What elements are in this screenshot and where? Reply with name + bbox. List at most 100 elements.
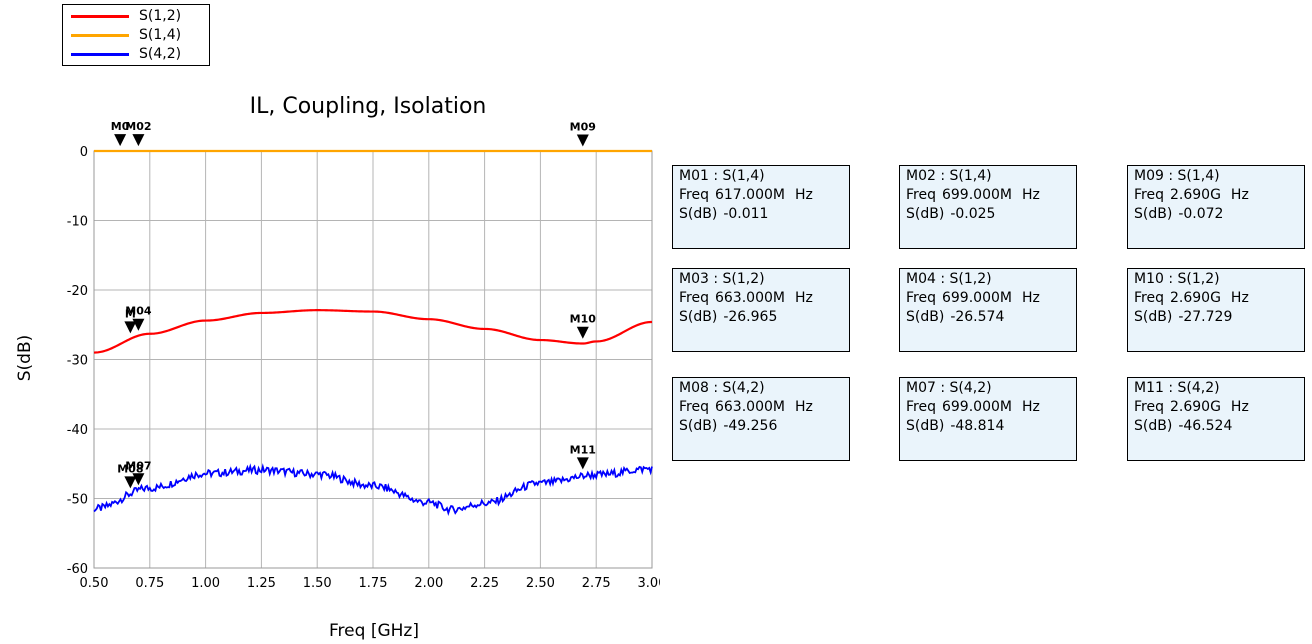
legend-swatch <box>71 53 129 56</box>
freq-value: 699.000M <box>941 187 1012 203</box>
x-axis-label: Freq [GHz] <box>329 621 419 641</box>
legend-label: S(1,2) <box>139 8 182 24</box>
marker-label-m04: M04 <box>125 305 152 318</box>
y-tick-label: -20 <box>67 284 88 299</box>
freq-unit: Hz <box>1230 187 1249 203</box>
marker-title: M01 : S(1,4) <box>679 168 765 184</box>
s-value: -48.814 <box>950 418 1005 434</box>
marker-box-m11: M11 : S(4,2) Freq 2.690G Hz S(dB) -46.524 <box>1127 377 1305 461</box>
y-tick-label: -50 <box>67 493 88 508</box>
s-label: S(dB) <box>679 418 718 434</box>
chart-title: IL, Coupling, Isolation <box>250 94 487 119</box>
x-tick-label: 1.75 <box>359 576 388 591</box>
marker-triangle-m01 <box>114 134 127 147</box>
freq-label: Freq <box>679 187 709 203</box>
x-tick-label: 2.75 <box>582 576 611 591</box>
x-tick-label: 2.50 <box>526 576 555 591</box>
x-tick-label: 1.25 <box>247 576 276 591</box>
marker-label-m11: M11 <box>570 443 596 456</box>
marker-box-m08: M08 : S(4,2) Freq 663.000M Hz S(dB) -49.256 <box>672 377 850 461</box>
freq-label: Freq <box>1134 290 1164 306</box>
marker-triangle-m03 <box>124 321 137 334</box>
marker-box-m02: M02 : S(1,4) Freq 699.000M Hz S(dB) -0.025 <box>899 165 1077 249</box>
marker-box-m10: M10 : S(1,2) Freq 2.690G Hz S(dB) -27.729 <box>1127 268 1305 352</box>
legend: S(1,2) S(1,4) S(4,2) <box>62 4 210 66</box>
freq-value: 663.000M <box>714 399 785 415</box>
freq-value: 2.690G <box>1169 399 1221 415</box>
x-tick-label: 3.00 <box>638 576 660 591</box>
series-lines <box>93 149 653 516</box>
freq-value: 2.690G <box>1169 290 1221 306</box>
x-tick-label: 1.00 <box>191 576 220 591</box>
y-axis-label: S(dB) <box>15 335 35 382</box>
marker-label-m10: M10 <box>570 313 597 326</box>
freq-value: 699.000M <box>941 290 1012 306</box>
axes: 0.50 0.75 1.00 1.25 1.50 1.75 2.00 2.25 2.50 2.75… <box>67 145 660 591</box>
marker-triangle-m07 <box>132 473 145 486</box>
s-label: S(dB) <box>679 309 718 325</box>
marker-label-m01: M0 <box>111 120 130 133</box>
marker-title: M04 : S(1,2) <box>906 271 992 287</box>
freq-unit: Hz <box>794 187 813 203</box>
s-label: S(dB) <box>1134 418 1173 434</box>
marker-title: M07 : S(4,2) <box>906 380 992 396</box>
x-tick-label: 2.25 <box>470 576 499 591</box>
freq-value: 663.000M <box>714 290 785 306</box>
marker-label-m02: M02 <box>125 120 151 133</box>
freq-label: Freq <box>906 187 936 203</box>
y-tick-label: -40 <box>67 423 88 438</box>
x-tick-label: 2.00 <box>414 576 443 591</box>
marker-label-m03: M <box>125 307 136 320</box>
freq-label: Freq <box>1134 399 1164 415</box>
s-label: S(dB) <box>1134 309 1173 325</box>
legend-label: S(4,2) <box>139 46 182 62</box>
s-value: -0.025 <box>950 206 996 222</box>
chart-area: 0.50 0.75 1.00 1.25 1.50 1.75 2.00 2.25 2.50 2.75… <box>15 94 660 641</box>
series-line-42 <box>93 463 653 516</box>
s-label: S(dB) <box>906 309 945 325</box>
freq-unit: Hz <box>1021 187 1040 203</box>
freq-value: 2.690G <box>1169 187 1221 203</box>
marker-label-m09: M09 <box>570 121 596 134</box>
marker-triangle-m09 <box>576 134 589 147</box>
s-value: -0.011 <box>723 206 769 222</box>
marker-title: M10 : S(1,2) <box>1134 271 1220 287</box>
s-value: -0.072 <box>1178 206 1224 222</box>
s-value: -49.256 <box>723 418 778 434</box>
marker-triangle-m11 <box>576 457 589 470</box>
marker-label-m08: M08 <box>117 462 143 475</box>
freq-label: Freq <box>1134 187 1164 203</box>
y-tick-label: -60 <box>67 562 88 577</box>
freq-unit: Hz <box>1230 399 1249 415</box>
freq-unit: Hz <box>1230 290 1249 306</box>
s-value: -27.729 <box>1178 309 1233 325</box>
marker-box-m04: M04 : S(1,2) Freq 699.000M Hz S(dB) -26.574 <box>899 268 1077 352</box>
freq-unit: Hz <box>794 399 813 415</box>
x-tick-label: 1.50 <box>303 576 332 591</box>
freq-label: Freq <box>906 290 936 306</box>
marker-triangle-m04 <box>132 318 145 331</box>
s-value: -26.574 <box>950 309 1005 325</box>
y-tick-label: 0 <box>80 145 88 160</box>
marker-title: M09 : S(1,4) <box>1134 168 1220 184</box>
marker-box-m09: M09 : S(1,4) Freq 2.690G Hz S(dB) -0.072 <box>1127 165 1305 249</box>
s-label: S(dB) <box>1134 206 1173 222</box>
legend-label: S(1,4) <box>139 27 182 43</box>
freq-label: Freq <box>679 290 709 306</box>
marker-triangle-m08 <box>124 476 137 489</box>
freq-value: 617.000M <box>714 187 785 203</box>
y-tick-label: -10 <box>67 215 88 230</box>
legend-swatch <box>71 15 129 18</box>
s-label: S(dB) <box>679 206 718 222</box>
s-value: -26.965 <box>723 309 778 325</box>
freq-unit: Hz <box>1021 290 1040 306</box>
marker-title: M03 : S(1,2) <box>679 271 765 287</box>
marker-box-m01: M01 : S(1,4) Freq 617.000M Hz S(dB) -0.011 <box>672 165 850 249</box>
freq-unit: Hz <box>1021 399 1040 415</box>
s-value: -46.524 <box>1178 418 1233 434</box>
legend-item: S(4,2) <box>69 45 209 63</box>
marker-label-m07: M07 <box>125 459 151 472</box>
freq-label: Freq <box>679 399 709 415</box>
freq-label: Freq <box>906 399 936 415</box>
